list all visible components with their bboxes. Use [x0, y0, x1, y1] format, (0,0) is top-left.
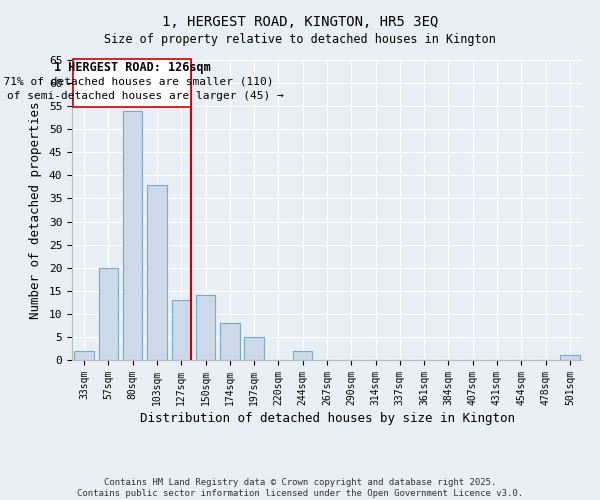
Bar [560, 356, 580, 360]
Bar [123, 111, 142, 360]
Bar [172, 300, 191, 360]
X-axis label: Distribution of detached houses by size in Kington: Distribution of detached houses by size … [139, 412, 515, 425]
Bar [220, 323, 239, 360]
Y-axis label: Number of detached properties: Number of detached properties [29, 101, 42, 319]
Text: 1, HERGEST ROAD, KINGTON, HR5 3EQ: 1, HERGEST ROAD, KINGTON, HR5 3EQ [162, 15, 438, 29]
FancyBboxPatch shape [73, 58, 191, 107]
Text: 29% of semi-detached houses are larger (45) →: 29% of semi-detached houses are larger (… [0, 91, 284, 101]
Text: Size of property relative to detached houses in Kington: Size of property relative to detached ho… [104, 32, 496, 46]
Bar [99, 268, 118, 360]
Bar [196, 296, 215, 360]
Bar [74, 351, 94, 360]
Bar [293, 351, 313, 360]
Bar [244, 337, 264, 360]
Text: Contains HM Land Registry data © Crown copyright and database right 2025.
Contai: Contains HM Land Registry data © Crown c… [77, 478, 523, 498]
Text: ← 71% of detached houses are smaller (110): ← 71% of detached houses are smaller (11… [0, 76, 274, 86]
Bar [147, 184, 167, 360]
Text: 1 HERGEST ROAD: 126sqm: 1 HERGEST ROAD: 126sqm [54, 61, 211, 74]
